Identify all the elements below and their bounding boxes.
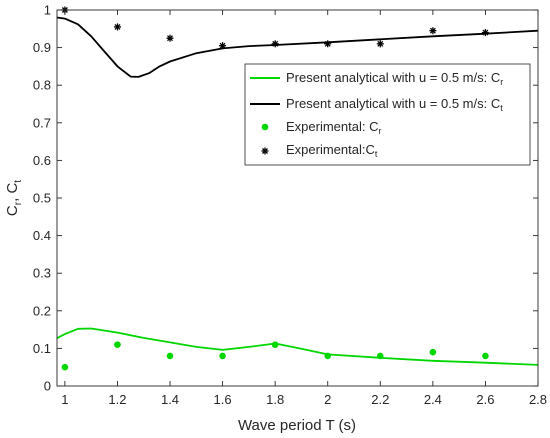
legend-box (244, 63, 531, 166)
y-label-c2: C (4, 183, 21, 194)
x-tick-label-5: 2 (324, 392, 331, 407)
x-tick-label-8: 2.6 (476, 392, 494, 407)
legend-label-analytical-ct: Present analytical with u = 0.5 m/s: Ct (286, 96, 503, 113)
y-tick-label-5: 0.5 (33, 191, 51, 206)
series-lines (56, 16, 539, 366)
legend-marker-experimental-cr (261, 123, 269, 131)
y-tick-label-7: 0.7 (33, 115, 51, 130)
x-axis-label: Wave period T (s) (238, 417, 356, 434)
data-point-s3-3 (219, 42, 227, 50)
x-tick-label-4: 1.8 (266, 392, 284, 407)
legend: Present analytical with u = 0.5 m/s: Cr … (244, 63, 531, 166)
y-tick-label-1: 0.1 (33, 341, 51, 356)
x-tick-label-7: 2.4 (424, 392, 442, 407)
y-tick-label-4: 0.4 (33, 228, 51, 243)
x-tick-label-9: 2.8 (529, 392, 547, 407)
legend-marker-experimental-ct (261, 147, 269, 155)
y-tick-label-2: 0.2 (33, 303, 51, 318)
x-tick-label-1: 1.2 (108, 392, 126, 407)
y-label-sub-t: t (13, 180, 24, 183)
y-label-separator: , (4, 194, 21, 202)
y-tick-label-6: 0.6 (33, 153, 51, 168)
x-tick-label-3: 1.6 (214, 392, 232, 407)
x-axis-ticks: 1 1.2 1.4 1.6 1.8 2 2.2 2.4 2.6 2.8 (61, 10, 547, 407)
y-axis-ticks: 0 0.1 0.2 0.3 0.4 0.5 0.6 0.7 0.8 0.9 1 (33, 3, 538, 394)
data-point-s3-5 (324, 40, 332, 48)
series-line-1 (56, 16, 539, 78)
series-markers (61, 6, 489, 371)
legend-item-analytical-cr: Present analytical with u = 0.5 m/s: Cr (250, 70, 503, 87)
y-tick-label-8: 0.8 (33, 78, 51, 93)
data-point-s2-5 (324, 352, 332, 360)
y-tick-label-9: 0.9 (33, 40, 51, 55)
data-point-s2-8 (482, 352, 489, 360)
data-point-s2-2 (166, 352, 174, 360)
y-axis-label: Cr, Ct (4, 180, 24, 216)
x-tick-label-0: 1 (61, 392, 68, 407)
data-point-s2-0 (61, 363, 69, 371)
legend-label-experimental-ct: Experimental:Ct (286, 142, 378, 159)
data-point-s2-1 (114, 341, 121, 348)
legend-item-experimental-ct: Experimental:Ct (261, 142, 378, 159)
data-point-s2-7 (429, 348, 437, 356)
data-point-s3-6 (376, 40, 384, 48)
x-tick-label-6: 2.2 (371, 392, 389, 407)
data-point-s2-3 (219, 352, 226, 360)
y-label-c: C (4, 205, 21, 216)
legend-item-analytical-ct: Present analytical with u = 0.5 m/s: Ct (250, 96, 503, 113)
y-label-sub-r: r (13, 201, 24, 205)
data-point-s3-1 (114, 23, 121, 31)
data-point-s2-4 (271, 341, 279, 348)
legend-item-experimental-cr: Experimental: Cr (261, 119, 381, 136)
data-point-s3-4 (271, 40, 279, 48)
y-tick-label-0: 0 (44, 379, 51, 394)
legend-label-analytical-cr: Present analytical with u = 0.5 m/s: Cr (286, 70, 503, 87)
y-tick-label-10: 1 (44, 3, 51, 18)
data-point-s2-6 (376, 352, 384, 360)
data-point-s3-7 (429, 27, 437, 35)
data-point-s3-2 (166, 34, 174, 42)
legend-label-experimental-cr: Experimental: Cr (286, 119, 381, 136)
series-line-0 (56, 327, 539, 366)
data-point-s3-8 (481, 29, 489, 37)
x-tick-label-2: 1.4 (161, 392, 179, 407)
y-tick-label-3: 0.3 (33, 266, 51, 281)
